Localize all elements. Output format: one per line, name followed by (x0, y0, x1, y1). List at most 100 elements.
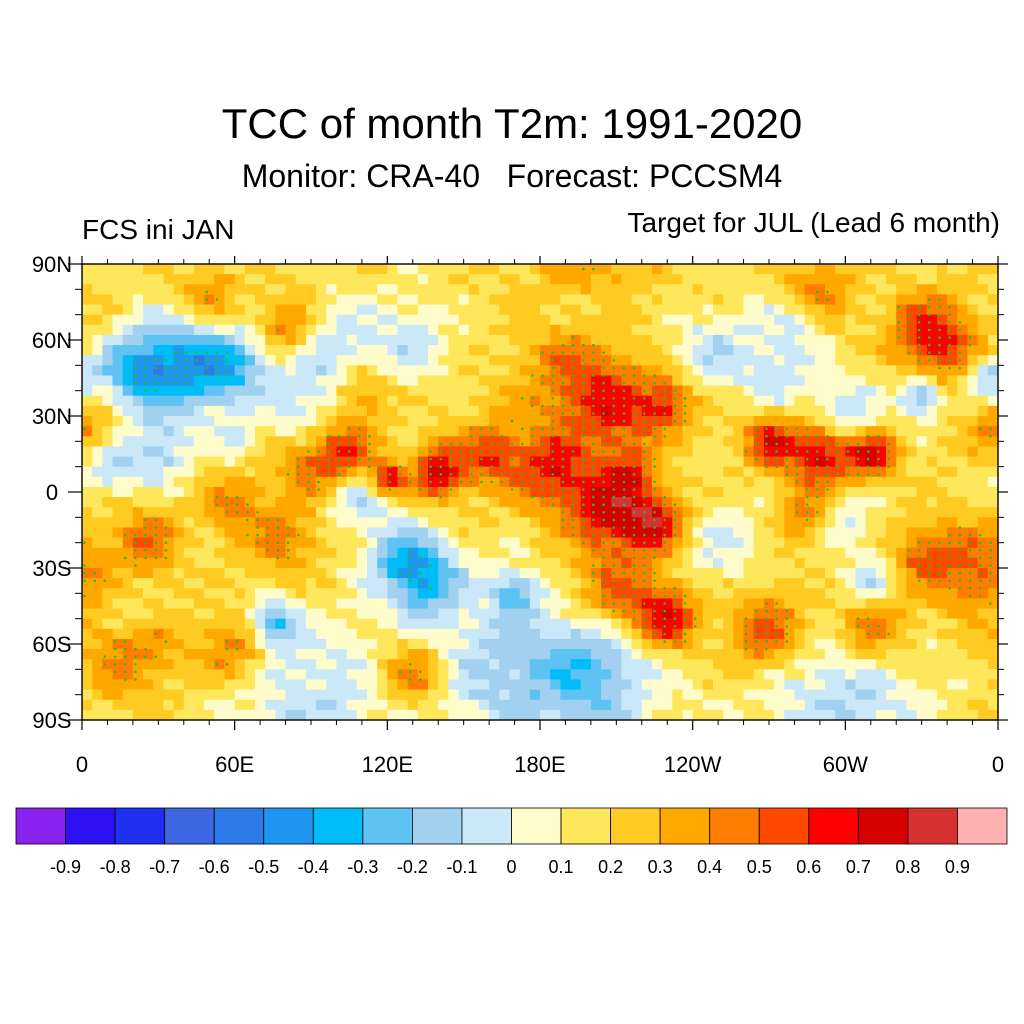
field-cell (122, 395, 134, 407)
field-cell (621, 375, 633, 387)
field-cell (804, 264, 816, 275)
field-cell (499, 568, 511, 579)
significance-dot (663, 625, 666, 628)
field-cell (132, 365, 144, 377)
field-cell (723, 375, 734, 387)
field-cell (387, 324, 399, 336)
field-cell (92, 274, 103, 285)
field-cell (458, 638, 470, 650)
field-cell (326, 598, 338, 610)
field-cell (529, 507, 541, 518)
field-cell (377, 517, 388, 529)
field-cell (417, 466, 429, 478)
field-cell (560, 517, 572, 529)
field-cell (550, 699, 561, 711)
field-cell (92, 294, 103, 306)
field-cell (295, 456, 307, 468)
field-cell (702, 568, 714, 579)
field-cell (692, 588, 704, 599)
field-cell (580, 274, 592, 285)
field-cell (499, 294, 511, 306)
field-cell (244, 628, 256, 640)
significance-dot (836, 465, 839, 469)
field-cell (631, 466, 643, 478)
field-cell (163, 557, 175, 569)
field-cell (662, 274, 673, 285)
field-cell (489, 436, 500, 447)
field-cell (458, 649, 470, 660)
field-cell (275, 537, 287, 549)
field-cell (794, 476, 806, 488)
field-cell (855, 628, 867, 640)
field-cell (387, 405, 399, 417)
field-cell (723, 537, 734, 549)
field-cell (753, 608, 765, 620)
field-cell (234, 375, 246, 387)
field-cell (540, 679, 551, 691)
significance-dot (520, 397, 524, 400)
field-cell (947, 345, 958, 356)
significance-dot (571, 518, 575, 522)
field-cell (926, 618, 938, 630)
field-cell (183, 669, 195, 681)
field-cell (896, 385, 907, 397)
field-cell (407, 304, 419, 316)
field-cell (855, 274, 867, 285)
field-cell (845, 578, 857, 589)
field-cell (784, 527, 796, 539)
field-cell (784, 264, 796, 275)
field-cell (193, 264, 205, 275)
field-cell (845, 689, 857, 701)
field-cell (733, 507, 745, 518)
field-cell (377, 628, 388, 640)
significance-dot (632, 389, 636, 393)
field-cell (967, 527, 979, 539)
field-cell (255, 345, 266, 356)
significance-dot (602, 389, 605, 393)
field-cell (438, 476, 449, 488)
field-cell (896, 486, 907, 498)
field-cell (448, 486, 460, 498)
field-cell (489, 709, 500, 721)
field-cell (896, 264, 907, 275)
field-cell (255, 547, 266, 559)
field-cell (713, 659, 724, 670)
field-cell (468, 314, 480, 326)
field-cell (601, 517, 612, 529)
significance-dot (663, 640, 666, 643)
field-cell (743, 638, 755, 650)
field-cell (957, 355, 969, 366)
field-cell (509, 679, 521, 691)
field-cell (224, 628, 236, 640)
field-cell (275, 699, 287, 711)
field-cell (947, 375, 958, 387)
field-cell (336, 476, 348, 488)
field-cell (468, 324, 480, 336)
field-cell (550, 608, 561, 620)
field-cell (692, 365, 704, 377)
field-cell (621, 446, 633, 458)
field-cell (346, 405, 358, 417)
field-cell (753, 537, 765, 549)
field-cell (204, 699, 215, 711)
field-cell (702, 557, 714, 569)
field-cell (672, 365, 684, 377)
field-cell (234, 507, 246, 518)
field-cell (641, 405, 653, 417)
field-cell (631, 355, 643, 366)
field-cell (366, 284, 378, 295)
field-cell (621, 284, 633, 295)
field-cell (275, 304, 287, 316)
field-cell (407, 426, 419, 437)
field-cell (377, 314, 388, 326)
field-cell (662, 537, 673, 549)
significance-dot (622, 556, 626, 560)
field-cell (102, 314, 114, 326)
field-cell (132, 395, 144, 407)
field-cell (621, 598, 633, 610)
field-cell (590, 497, 602, 508)
field-cell (92, 507, 103, 518)
significance-dot (775, 442, 778, 446)
field-cell (692, 385, 704, 397)
significance-dot (653, 419, 656, 423)
